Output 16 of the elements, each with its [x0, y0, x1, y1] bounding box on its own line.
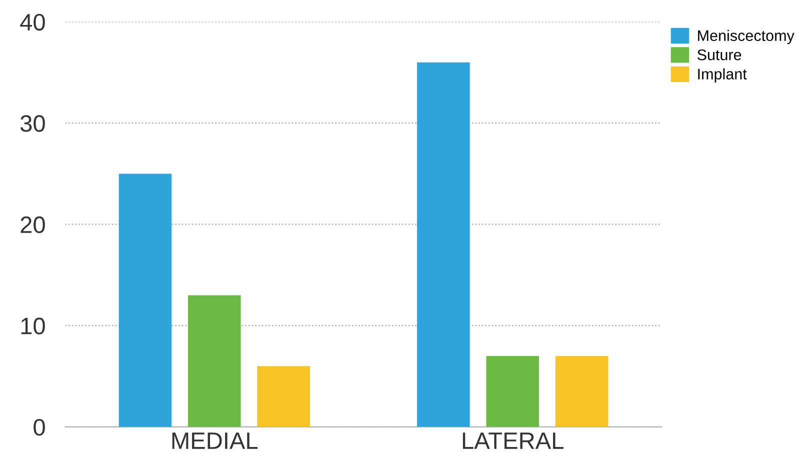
legend-label: Meniscectomy [698, 30, 794, 44]
y-tick-label: 10 [21, 318, 45, 334]
y-tick-label: 20 [20, 216, 45, 234]
y-tick-label: 0 [34, 418, 45, 436]
x-tick-label: MEDIAL [172, 432, 258, 449]
bar [417, 62, 470, 427]
bar [555, 356, 608, 427]
bar [118, 174, 172, 427]
bar [188, 295, 241, 427]
x-tick-label: LATERAL [462, 432, 564, 449]
bar [486, 356, 540, 427]
legend-label: Suture [697, 49, 742, 60]
legend-label: Implant [698, 68, 747, 82]
y-tick-label: 30 [20, 115, 45, 132]
y-tick-label: 40 [20, 14, 45, 31]
bar [257, 366, 310, 427]
